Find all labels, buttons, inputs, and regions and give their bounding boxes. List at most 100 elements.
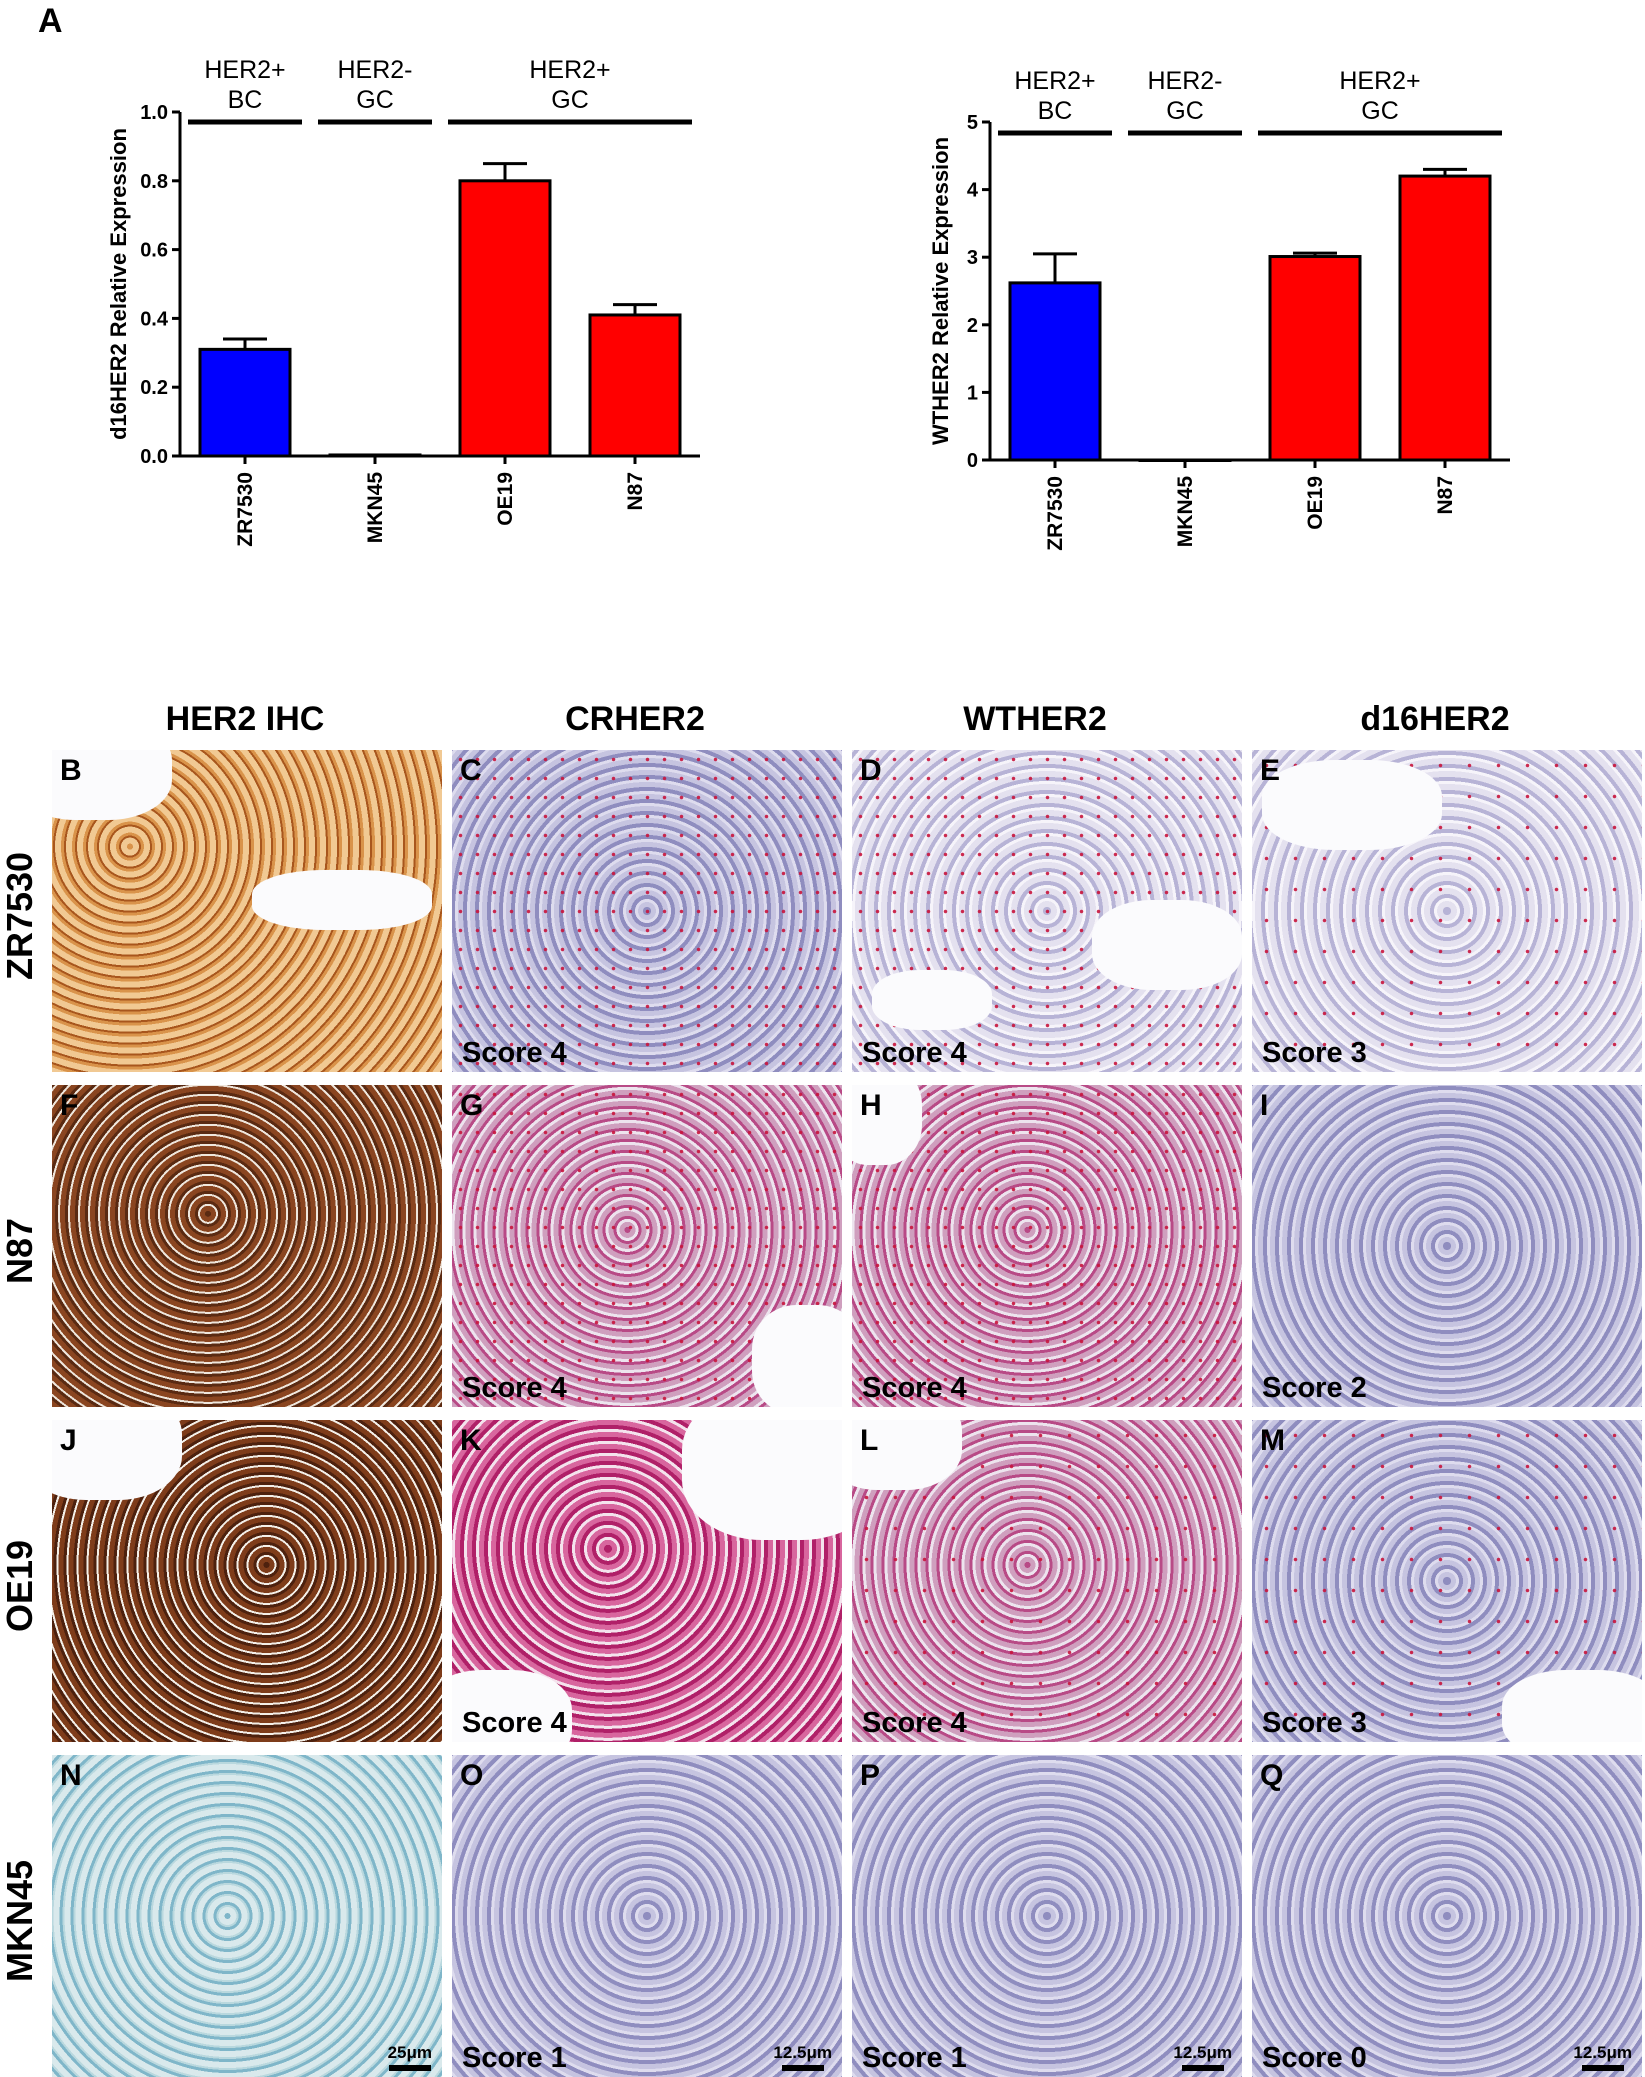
- panel-letter: Q: [1260, 1759, 1284, 1792]
- column-header-wther2: WTHER2: [963, 700, 1107, 738]
- column-header-d16her2: d16HER2: [1360, 700, 1510, 738]
- y-tick-label: 3: [967, 247, 978, 269]
- scale-bar-label: 25μm: [387, 2043, 432, 2062]
- panel-letter: D: [860, 754, 882, 787]
- score-label: Score 4: [462, 1707, 567, 1739]
- micrograph-i: I Score 2: [1252, 1085, 1642, 1407]
- y-tick-label: 0.6: [140, 240, 168, 262]
- group-label: HER2-: [1147, 67, 1222, 95]
- panel-letter: H: [860, 1089, 882, 1122]
- micrograph-j: J: [52, 1420, 442, 1742]
- scale-bar: 12.5μm: [773, 2043, 832, 2071]
- row-header-mkn45: MKN45: [0, 1859, 40, 1983]
- x-tick-label: ZR7530: [234, 472, 257, 547]
- panel-letter: I: [1260, 1089, 1269, 1122]
- x-tick-label: ZR7530: [1044, 476, 1067, 551]
- micrograph-p: P Score 1 12.5μm: [852, 1755, 1242, 2077]
- row-header-zr7530: ZR7530: [0, 851, 40, 981]
- score-label: Score 0: [1262, 2042, 1367, 2074]
- panel-letter: L: [860, 1424, 879, 1457]
- row-header-n87: N87: [0, 1217, 40, 1285]
- y-tick-label: 5: [967, 112, 978, 134]
- y-axis-label: WTHER2 Relative Expression: [928, 137, 953, 445]
- bar-oe19: [1268, 255, 1362, 462]
- micrograph-q: Q Score 0 12.5μm: [1252, 1755, 1642, 2077]
- wther2-bar-chart: 0 1 2 3 4 5 WTHER2 Relative Expression ZR7530 MK…: [928, 67, 1510, 551]
- panel-letter: F: [60, 1089, 79, 1122]
- panel-letter-a: A: [38, 2, 63, 40]
- y-tick-label: 1: [967, 382, 978, 404]
- d16her2-bar-chart: 0.0 0.2 0.4 0.6 0.8 1.0 d16HER2 Relative Expre…: [106, 56, 700, 547]
- micrograph-k: K Score 4: [452, 1420, 842, 1742]
- panel-letter: K: [460, 1424, 482, 1457]
- bar-oe19: [458, 179, 552, 458]
- group-label: HER2+: [529, 56, 610, 84]
- column-header-crher2: CRHER2: [565, 700, 705, 738]
- micrograph-n: N 25μm: [52, 1755, 442, 2077]
- y-tick-label: 4: [967, 180, 979, 202]
- bar-n87: [1398, 174, 1492, 462]
- y-tick-label: 0.8: [140, 171, 168, 193]
- panel-letter: G: [460, 1089, 484, 1122]
- group-label: GC: [1166, 97, 1204, 125]
- group-label: HER2+: [204, 56, 285, 84]
- score-label: Score 3: [1262, 1707, 1367, 1739]
- x-tick-label: OE19: [494, 472, 517, 526]
- group-label: GC: [551, 86, 589, 114]
- panel-letter: N: [60, 1759, 82, 1792]
- group-label: GC: [1361, 97, 1399, 125]
- panel-letter: O: [460, 1759, 484, 1792]
- group-label: GC: [356, 86, 394, 114]
- score-label: Score 4: [862, 1372, 967, 1404]
- micrograph-g: G Score 4: [452, 1085, 842, 1407]
- x-tick-label: N87: [1434, 476, 1457, 515]
- bar-zr7530: [198, 347, 292, 458]
- panel-letter: E: [1260, 754, 1281, 787]
- bar-mkn45: [328, 453, 422, 458]
- micrograph-b: B: [52, 750, 442, 1072]
- score-label: Score 4: [462, 1372, 567, 1404]
- micrograph-e: E Score 3: [1252, 750, 1642, 1072]
- scale-bar-label: 12.5μm: [773, 2043, 832, 2062]
- group-label: BC: [228, 86, 263, 114]
- panel-letter: C: [460, 754, 482, 787]
- panel-letter: P: [860, 1759, 881, 1792]
- micrograph-m: M Score 3: [1252, 1420, 1642, 1742]
- y-tick-label: 1.0: [140, 102, 168, 124]
- score-label: Score 2: [1262, 1372, 1367, 1404]
- scale-bar-label: 12.5μm: [1573, 2043, 1632, 2062]
- y-axis-label: d16HER2 Relative Expression: [106, 128, 131, 440]
- group-label: HER2+: [1014, 67, 1095, 95]
- score-label: Score 1: [862, 2042, 967, 2074]
- score-label: Score 4: [862, 1707, 967, 1739]
- y-tick-label: 0: [967, 450, 978, 472]
- panel-letter: M: [1260, 1424, 1285, 1457]
- bar-zr7530: [1008, 281, 1102, 462]
- y-tick-label: 0.0: [140, 446, 168, 468]
- group-label: BC: [1038, 97, 1073, 125]
- score-label: Score 3: [1262, 1037, 1367, 1069]
- micrograph-f: F: [52, 1085, 442, 1407]
- micrograph-h: H Score 4: [852, 1085, 1242, 1407]
- group-label: HER2-: [337, 56, 412, 84]
- column-header-her2-ihc: HER2 IHC: [165, 700, 325, 738]
- micrograph-o: O Score 1 12.5μm: [452, 1755, 842, 2077]
- y-tick-label: 2: [967, 315, 978, 337]
- panel-letter: B: [60, 754, 82, 787]
- x-tick-label: N87: [624, 472, 647, 511]
- x-tick-label: MKN45: [364, 472, 387, 544]
- y-tick-label: 0.2: [140, 377, 168, 399]
- panel-letter: J: [60, 1424, 77, 1457]
- micrograph-l: L Score 4: [852, 1420, 1242, 1742]
- x-tick-label: MKN45: [1174, 476, 1197, 548]
- scale-bar: 12.5μm: [1573, 2043, 1632, 2071]
- scale-bar: 12.5μm: [1173, 2043, 1232, 2071]
- micrograph-c: C Score 4: [452, 750, 842, 1072]
- bar-n87: [588, 313, 682, 458]
- micrograph-d: D Score 4: [852, 750, 1242, 1072]
- y-tick-label: 0.4: [140, 308, 169, 330]
- score-label: Score 4: [862, 1037, 967, 1069]
- score-label: Score 4: [462, 1037, 567, 1069]
- scale-bar-label: 12.5μm: [1173, 2043, 1232, 2062]
- score-label: Score 1: [462, 2042, 567, 2074]
